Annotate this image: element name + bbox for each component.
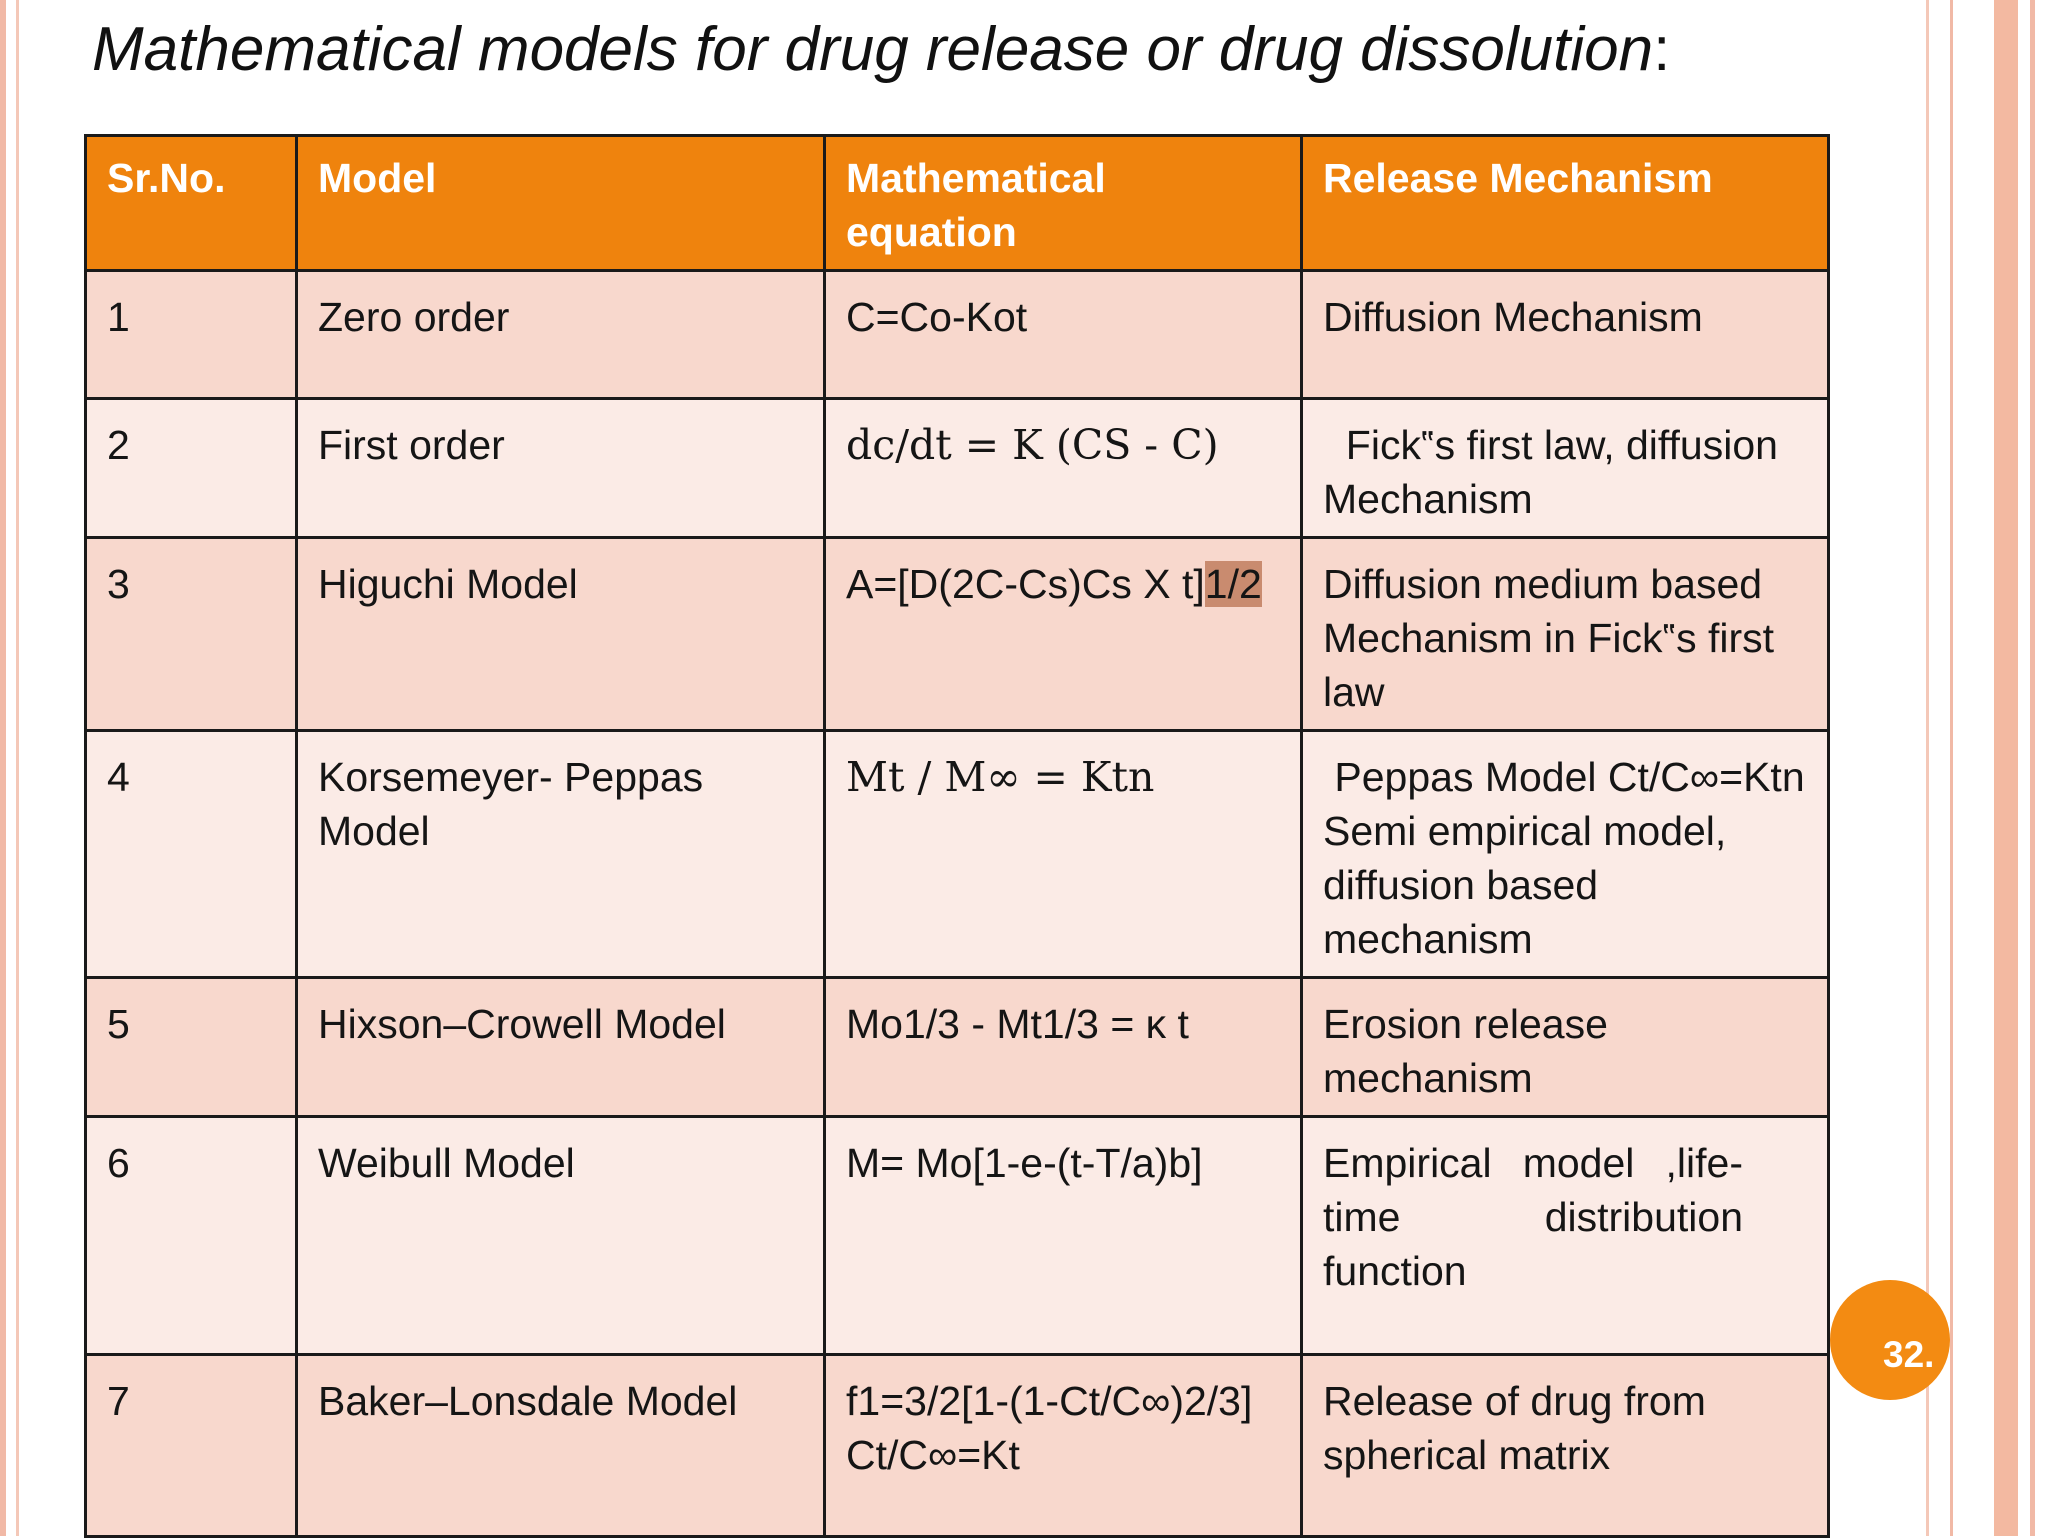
cell-sr-no: 4 — [84, 729, 298, 979]
cell-equation: Mt / M∞ = Ktn — [823, 729, 1303, 979]
cell-equation: f1=3/2[1-(1-Ct/C∞)2/3] Ct/C∞=Kt — [823, 1353, 1303, 1538]
models-table: Sr.No. Model Mathematical equation Relea… — [84, 134, 1830, 1538]
left-border-stripe — [0, 0, 6, 1536]
cell-sr-no: 3 — [84, 536, 298, 732]
cell-model: First order — [295, 397, 826, 539]
cell-equation: A=[D(2C-Cs)Cs X t]1/2 — [823, 536, 1303, 732]
table-row: 4 Korsemeyer- Peppas Model Mt / M∞ = Ktn… — [84, 729, 1830, 979]
cell-equation: dc/dt = K (CS - C) — [823, 397, 1303, 539]
slide-title-text: Mathematical models for drug release or … — [92, 15, 1654, 84]
cell-model: Korsemeyer- Peppas Model — [295, 729, 826, 979]
cell-mechanism: Diffusion medium based Mechanism in Fick… — [1300, 536, 1830, 732]
cell-mechanism: Release of drug from spherical matrix — [1300, 1353, 1830, 1538]
cell-equation: C=Co-Kot — [823, 269, 1303, 400]
table-row: 3 Higuchi Model A=[D(2C-Cs)Cs X t]1/2 Di… — [84, 536, 1830, 732]
table-row: 2 First order dc/dt = K (CS - C) Fick‟s … — [84, 397, 1830, 539]
equation-text: A=[D(2C-Cs)Cs X t] — [846, 561, 1205, 607]
cell-mechanism: Diffusion Mechanism — [1300, 269, 1830, 400]
cell-sr-no: 2 — [84, 397, 298, 539]
cell-model: Higuchi Model — [295, 536, 826, 732]
right-border-line-3 — [2030, 0, 2035, 1536]
right-border-line — [1926, 0, 1929, 1536]
right-border-stripe — [1994, 0, 2018, 1536]
table-row: 6 Weibull Model M= Mo[1-e-(t-T/a)b] Empi… — [84, 1115, 1830, 1356]
cell-model: Weibull Model — [295, 1115, 826, 1356]
header-mechanism: Release Mechanism — [1300, 134, 1830, 272]
cell-mechanism: Fick‟s first law, diffusion Mechanism — [1300, 397, 1830, 539]
cell-model: Hixson–Crowell Model — [295, 976, 826, 1118]
cell-mechanism: Erosion release mechanism — [1300, 976, 1830, 1118]
cell-equation: M= Mo[1-e-(t-T/a)b] — [823, 1115, 1303, 1356]
cell-mechanism: Peppas Model Ct/C∞=Ktn Semi empirical mo… — [1300, 729, 1830, 979]
table-header-row: Sr.No. Model Mathematical equation Relea… — [84, 134, 1830, 272]
cell-sr-no: 6 — [84, 1115, 298, 1356]
right-border-line-2 — [1950, 0, 1953, 1536]
slide-title-colon: : — [1653, 15, 1671, 84]
header-equation: Mathematical equation — [823, 134, 1303, 272]
cell-sr-no: 7 — [84, 1353, 298, 1538]
equation-exponent-highlight: 1/2 — [1204, 561, 1262, 607]
cell-model: Baker–Lonsdale Model — [295, 1353, 826, 1538]
left-border-line — [16, 0, 19, 1536]
cell-equation: Mo1/3 - Mt1/3 = κ t — [823, 976, 1303, 1118]
header-sr-no: Sr.No. — [84, 134, 298, 272]
cell-model: Zero order — [295, 269, 826, 400]
table-row: 7 Baker–Lonsdale Model f1=3/2[1-(1-Ct/C∞… — [84, 1353, 1830, 1538]
slide-title: Mathematical models for drug release or … — [92, 14, 1670, 85]
page-number: 32. — [1883, 1334, 1935, 1375]
cell-sr-no: 5 — [84, 976, 298, 1118]
cell-mechanism: Empirical model ,life-time distribution … — [1300, 1115, 1830, 1356]
page-number-badge — [1830, 1280, 1950, 1400]
header-model: Model — [295, 134, 826, 272]
cell-sr-no: 1 — [84, 269, 298, 400]
table-row: 1 Zero order C=Co-Kot Diffusion Mechanis… — [84, 269, 1830, 400]
table-row: 5 Hixson–Crowell Model Mo1/3 - Mt1/3 = κ… — [84, 976, 1830, 1118]
